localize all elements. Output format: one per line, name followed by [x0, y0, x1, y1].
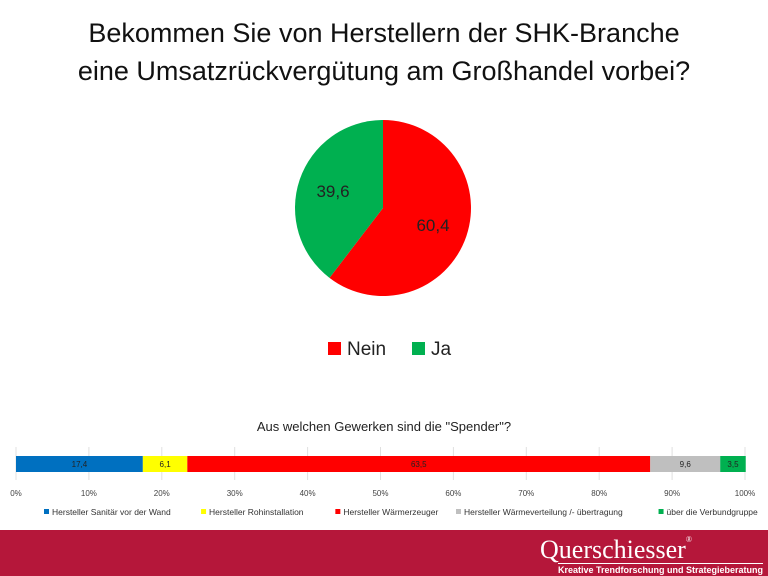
- bar-legend-label: Hersteller Wärmeverteilung /- übertragun…: [464, 507, 623, 517]
- tick-label: 0%: [10, 489, 22, 498]
- pie-title: Bekommen Sie von Herstellern der SHK-Bra…: [0, 14, 768, 90]
- bar-legend-label: über die Verbundgruppe: [667, 507, 758, 517]
- pie-label: 39,6: [316, 182, 349, 201]
- bar-legend-swatch: [201, 509, 207, 514]
- tick-label: 20%: [154, 489, 170, 498]
- tick-label: 80%: [591, 489, 607, 498]
- pie-slice-ja: [295, 120, 383, 278]
- tick-label: 60%: [445, 489, 461, 498]
- bar-label: 9,6: [680, 460, 692, 469]
- bar-legend-swatch: [44, 509, 49, 514]
- bar-segment: [16, 456, 143, 472]
- bar-segment: [187, 456, 651, 472]
- tick-label: 30%: [227, 489, 243, 498]
- chart-canvas: 60,4 39,6 Nein Ja Aus welchen Gewerken sind …: [10, 120, 758, 517]
- bar-segment: [650, 456, 721, 472]
- tick-label: 10%: [81, 489, 97, 498]
- registered-mark: ®: [685, 535, 692, 544]
- bar-segment: [720, 456, 746, 472]
- bar-legend-swatch: [335, 509, 341, 514]
- bar-legend-label: Hersteller Sanitär vor der Wand: [52, 507, 171, 517]
- pie-label: 60,4: [416, 216, 449, 235]
- brand-name: Querschiesser: [540, 535, 686, 564]
- bar-label: 6,1: [160, 460, 172, 469]
- title-line-2: eine Umsatzrückvergütung am Großhandel v…: [77, 56, 691, 86]
- bar-label: 63,5: [411, 460, 427, 469]
- brand-logo: Querschiesser®: [540, 535, 692, 565]
- bar-title: Aus welchen Gewerken sind die "Spender"?: [257, 419, 511, 434]
- bar-legend-label: Hersteller Rohinstallation: [209, 507, 304, 517]
- title-line-1: Bekommen Sie von Herstellern der SHK-Bra…: [88, 18, 680, 48]
- tick-label: 100%: [735, 489, 755, 498]
- bar-segment: [142, 456, 188, 472]
- bar-legend-swatch: [456, 509, 461, 514]
- tick-label: 40%: [300, 489, 316, 498]
- legend-label: Ja: [431, 339, 452, 360]
- legend-swatch: [412, 342, 425, 355]
- legend-swatch: [328, 342, 341, 355]
- footer-band: [0, 530, 768, 576]
- bar-label: 3,5: [727, 460, 739, 469]
- legend-label: Nein: [347, 339, 386, 360]
- tick-label: 70%: [518, 489, 534, 498]
- pie-slice-nein: [329, 120, 471, 296]
- tick-label: 50%: [372, 489, 388, 498]
- bar-legend-label: Hersteller Wärmerzeuger: [343, 507, 438, 517]
- brand-tagline: Kreative Trendforschung und Strategieber…: [558, 563, 764, 575]
- bar-label: 17,4: [72, 460, 88, 469]
- bar-legend-swatch: [658, 509, 664, 514]
- tick-label: 90%: [664, 489, 680, 498]
